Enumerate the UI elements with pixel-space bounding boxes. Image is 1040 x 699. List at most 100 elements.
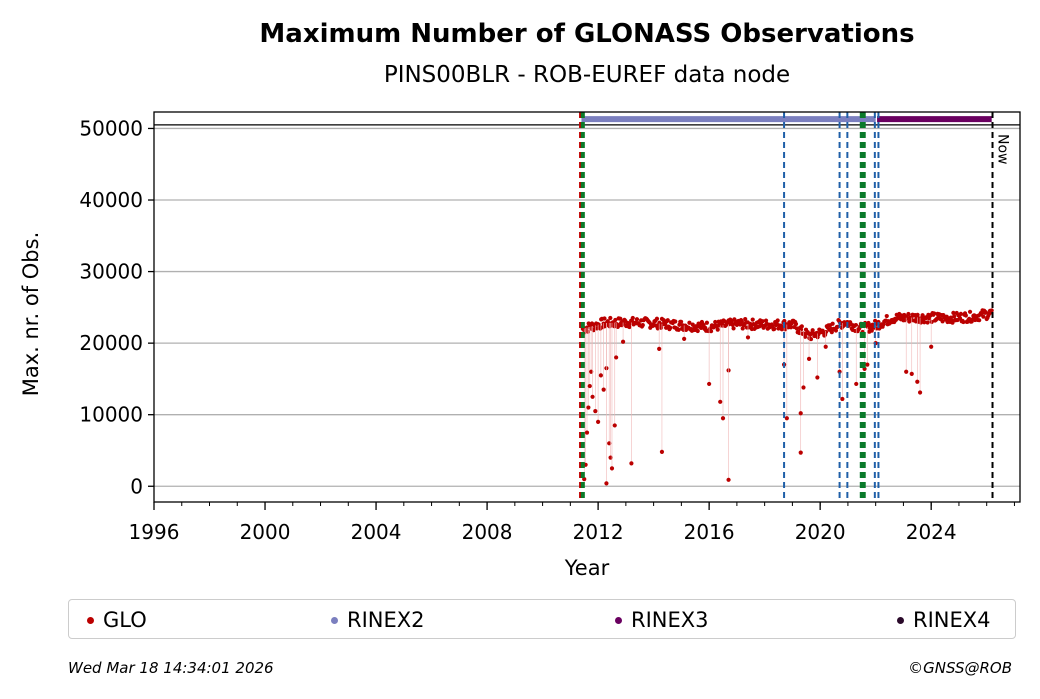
data-point-glo-outlier (823, 344, 828, 349)
timestamp: Wed Mar 18 14:34:01 2026 (68, 659, 274, 677)
data-point-glo (906, 311, 911, 317)
data-point-glo (613, 317, 618, 323)
legend-item-rinex4: RINEX4 (897, 608, 991, 632)
data-point-glo (803, 334, 808, 339)
legend-marker-rinex3 (615, 616, 622, 624)
data-point-glo-outlier (620, 339, 626, 344)
data-point-glo-outlier (614, 355, 619, 360)
data-point-glo-outlier (601, 387, 606, 392)
data-point-glo-outlier (584, 430, 590, 435)
data-point-glo-outlier (659, 449, 665, 455)
data-point-glo-outlier (726, 477, 731, 482)
data-point-glo-outlier (707, 381, 712, 387)
data-point-glo (708, 329, 714, 334)
data-point-glo-outlier (745, 335, 751, 340)
data-point-glo (602, 316, 607, 321)
data-point-glo (950, 320, 955, 325)
data-point-glo-outlier (657, 346, 662, 351)
legend-label-rinex3: RINEX3 (631, 608, 709, 632)
data-point-glo-outlier (798, 450, 803, 455)
data-point-glo (810, 328, 815, 333)
data-point-glo (750, 317, 755, 322)
data-point-glo (676, 327, 681, 332)
data-point-glo (695, 328, 700, 334)
data-point-glo-outlier (582, 477, 587, 482)
legend-label-rinex4: RINEX4 (913, 608, 991, 632)
data-point-glo-outlier (587, 383, 592, 389)
data-point-glo (668, 325, 673, 330)
data-point-glo (915, 312, 920, 317)
data-point-glo (869, 328, 874, 333)
data-point-glo (951, 310, 956, 315)
now-label: Now (995, 134, 1011, 165)
data-point-glo-outlier (806, 356, 812, 361)
x-tick-label: 1996 (129, 520, 180, 544)
data-point-glo-outlier (798, 411, 803, 416)
data-point-glo (830, 321, 835, 326)
chart-subtitle: PINS00BLR - ROB-EUREF data node (384, 62, 790, 88)
data-point-glo (793, 321, 799, 327)
copyright: ©GNSS@ROB (908, 659, 1012, 677)
data-point-glo (760, 319, 765, 324)
data-point-glo (798, 327, 804, 332)
x-tick-label: 2016 (684, 520, 735, 544)
data-point-glo (925, 320, 930, 325)
data-point-glo (799, 324, 804, 329)
x-tick-label: 2004 (351, 520, 402, 544)
data-point-glo (797, 330, 802, 336)
data-point-glo (775, 318, 780, 323)
data-point-glo (608, 315, 613, 321)
data-point-glo (763, 318, 769, 323)
x-tick-label: 2012 (573, 520, 624, 544)
data-point-glo-outlier (612, 423, 617, 428)
data-point-glo-outlier (608, 455, 613, 460)
y-tick-label: 40000 (79, 188, 143, 212)
data-point-glo (932, 311, 937, 316)
data-point-glo-outlier (598, 373, 603, 378)
data-point-glo-outlier (609, 466, 615, 471)
legend-marker-rinex2 (331, 616, 338, 624)
data-point-glo-outlier (917, 390, 923, 395)
data-point-glo (678, 319, 684, 324)
data-point-glo-outlier (815, 375, 820, 380)
data-point-glo (585, 329, 590, 334)
data-point-glo (654, 316, 660, 321)
data-point-glo (740, 326, 745, 331)
chart-title: Maximum Number of GLONASS Observations (259, 19, 914, 49)
y-tick-label: 50000 (79, 116, 143, 140)
data-point-glo (922, 320, 927, 325)
data-point-glo (704, 320, 710, 325)
legend-item-rinex2: RINEX2 (331, 608, 425, 632)
data-point-glo (627, 324, 632, 330)
data-point-glo (713, 319, 718, 325)
data-point-glo-outlier (586, 405, 591, 410)
x-tick-label: 2020 (795, 520, 846, 544)
plot-frame (153, 111, 1021, 503)
data-point-glo (731, 326, 736, 331)
legend-label-glo: GLO (103, 608, 147, 632)
legend: GLO RINEX2 RINEX3 RINEX4 (68, 599, 1016, 639)
data-point-glo-outlier (837, 369, 842, 374)
y-tick-label: 20000 (79, 331, 143, 355)
data-point-glo (673, 319, 678, 324)
data-point-glo (884, 313, 889, 319)
data-point-glo (833, 328, 839, 333)
x-tick-label: 2008 (462, 520, 513, 544)
data-point-glo (634, 317, 640, 322)
data-point-glo (630, 315, 635, 321)
x-tick-label: 2000 (240, 520, 291, 544)
legend-marker-rinex4 (897, 616, 904, 624)
data-point-glo (665, 318, 670, 323)
data-point-glo-outlier (929, 344, 934, 349)
data-point-glo (743, 317, 748, 322)
data-point-glo (967, 309, 973, 314)
data-point-glo-outlier (593, 409, 598, 414)
data-point-glo-outlier (840, 396, 845, 402)
data-point-glo-outlier (682, 336, 687, 341)
data-point-glo (698, 325, 704, 330)
data-point-glo-outlier (865, 362, 870, 367)
data-point-glo-outlier (718, 399, 723, 404)
data-point-glo (605, 319, 610, 324)
data-point-glo-outlier (909, 371, 914, 377)
